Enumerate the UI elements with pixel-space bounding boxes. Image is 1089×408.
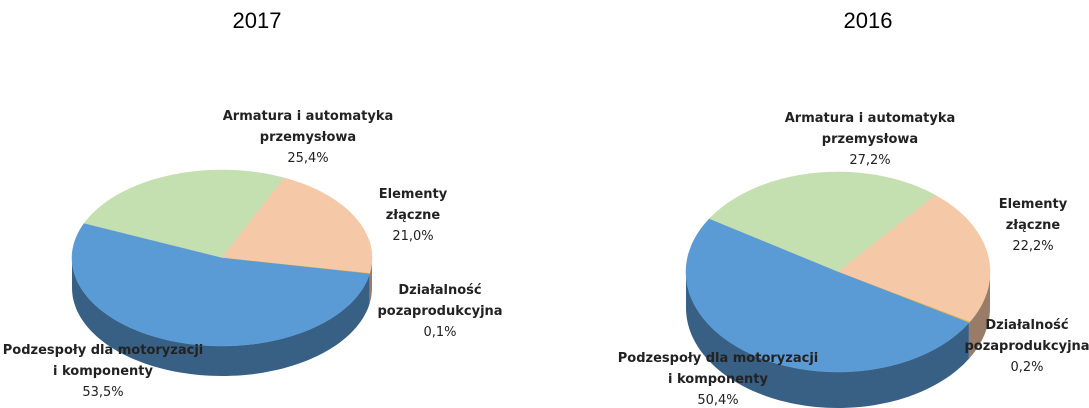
- pie-sides: [686, 272, 990, 408]
- slice-value: 25,4%: [287, 151, 329, 166]
- pie-slice-side: [369, 258, 372, 304]
- pie-slice: [685, 218, 970, 373]
- pie-slice-side: [968, 321, 970, 359]
- slice-name: Działalność pozaprodukcyjna: [964, 318, 1089, 354]
- slice-value: 0,2%: [1010, 360, 1044, 375]
- chart-title: 2017: [232, 8, 282, 33]
- slice-name: Podzespoły dla motoryzacji i komponenty: [2, 343, 204, 379]
- slice-value: 22,2%: [1012, 239, 1054, 254]
- slice-label: Elementy złączne 22,2%: [999, 194, 1067, 257]
- slice-name: Armatura i automatyka przemysłowa: [784, 111, 956, 147]
- pie-tops: [685, 171, 991, 373]
- slice-label: Podzespoły dla motoryzacji i komponenty 5…: [3, 340, 203, 403]
- chart-title: 2016: [843, 8, 893, 33]
- pie-slice-side: [969, 272, 990, 358]
- slice-label: Działalność pozaprodukcyjna 0,2%: [964, 315, 1089, 378]
- slice-value: 0,1%: [423, 325, 457, 340]
- slice-label: Armatura i automatyka przemysłowa 25,4%: [223, 106, 394, 169]
- pie-slice: [221, 177, 373, 274]
- slice-value: 50,4%: [697, 393, 739, 408]
- slice-name: Armatura i automatyka przemysłowa: [222, 109, 394, 145]
- slice-value: 53,5%: [82, 385, 124, 400]
- slice-name: Podzespoły dla motoryzacji i komponenty: [617, 351, 819, 387]
- pie-slice: [708, 171, 936, 273]
- slice-name: Elementy złączne: [378, 187, 448, 223]
- slice-value: 21,0%: [392, 229, 434, 244]
- pie-slice: [837, 194, 991, 323]
- slice-value: 27,2%: [849, 153, 891, 168]
- slice-label: Podzespoły dla motoryzacji i komponenty 5…: [618, 348, 818, 408]
- slice-label: Elementy złączne 21,0%: [379, 184, 447, 247]
- slice-name: Działalność pozaprodukcyjna: [377, 283, 503, 319]
- slice-label: Działalność pozaprodukcyjna 0,1%: [377, 280, 502, 343]
- pie-slice-side: [72, 258, 370, 376]
- slice-label: Armatura i automatyka przemysłowa 27,2%: [785, 108, 956, 171]
- pie-slice: [71, 223, 370, 347]
- pie-slice-side: [686, 272, 969, 408]
- pie-tops: [71, 169, 373, 347]
- slice-name: Elementy złączne: [998, 197, 1068, 233]
- pie-sides: [72, 258, 372, 376]
